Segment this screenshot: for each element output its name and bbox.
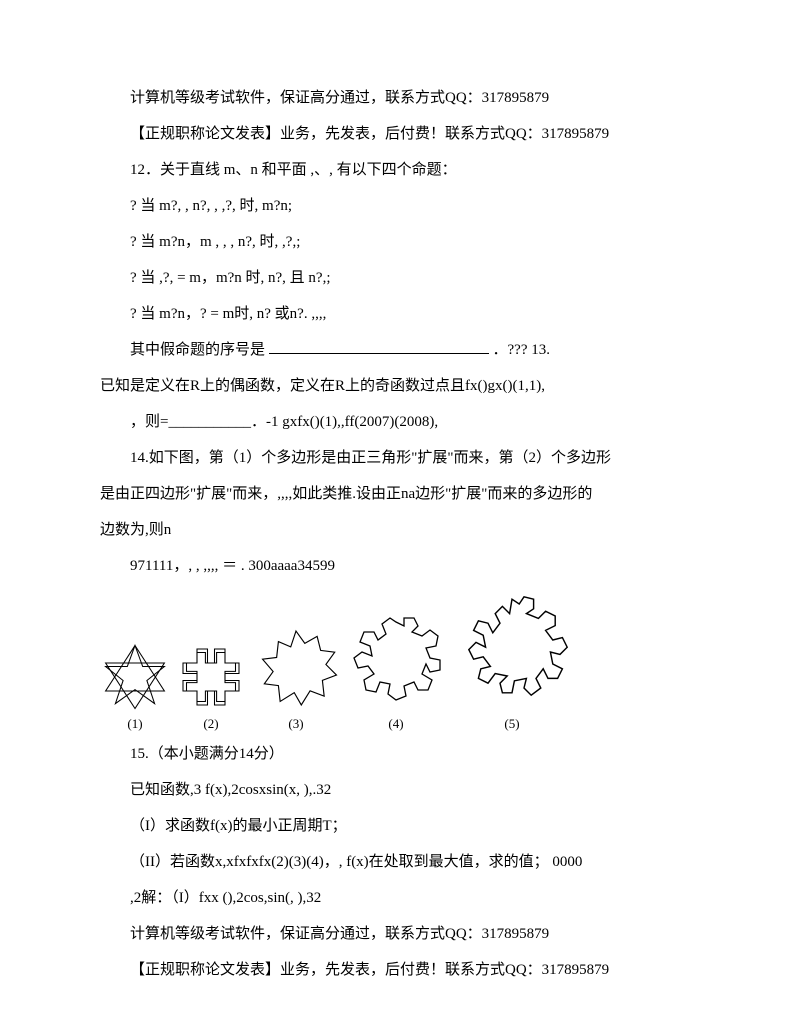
figure-label-4: (4) <box>388 716 403 732</box>
figure-label-1: (1) <box>127 716 142 732</box>
q13-line1: 已知是定义在R上的偶函数，定义在R上的奇函数过点且fx()gx()(1,1), <box>100 368 700 404</box>
q15-title: 15.（本小题满分14分） <box>100 736 700 772</box>
figure-label-2: (2) <box>203 716 218 732</box>
q15-part1: （I）求函数f(x)的最小正周期T； <box>100 808 700 844</box>
q12-opt3: ? 当 ,?, = m，m?n 时, n?, 且 n?,; <box>100 260 700 296</box>
footer-line-1: 计算机等级考试软件，保证高分通过，联系方式QQ：317895879 <box>100 916 700 952</box>
q15-line1: 已知函数,3 f(x),2cosxsin(x, ),.32 <box>100 772 700 808</box>
q14-line4: 971111，, , ,,,, ＝ . 300aaaa34599 <box>100 548 700 584</box>
figure-label-5: (5) <box>504 716 519 732</box>
q14-line3: 边数为,则n <box>100 512 700 548</box>
hexagram-shape <box>100 642 170 712</box>
pentagon-ext-shape <box>252 624 340 712</box>
q12-conclusion-prefix: 其中假命题的序号是 <box>130 342 269 358</box>
heptagon-ext-shape <box>452 592 572 712</box>
q15-line2: ,2解：（I）fxx (),2cos,sin(, ),32 <box>100 880 700 916</box>
figure-1: (1) <box>100 642 170 732</box>
figure-5: (5) <box>452 592 572 732</box>
figure-2: (2) <box>176 642 246 732</box>
q12-conclusion: 其中假命题的序号是 ．??? 13. <box>100 332 700 368</box>
q12-title: 12．关于直线 m、n 和平面 ,、, 有以下四个命题： <box>100 152 700 188</box>
q12-opt4: ? 当 m?n，? = m时, n? 或n?. ,,,, <box>100 296 700 332</box>
q12-opt2: ? 当 m?n，m , , , n?, 时, ,?,; <box>100 224 700 260</box>
q14-line2: 是由正四边形"扩展"而来，,,,,如此类推.设由正na边形"扩展"而来的多边形的 <box>100 476 700 512</box>
figure-4: (4) <box>346 612 446 732</box>
figure-3: (3) <box>252 624 340 732</box>
q14-line1: 14.如下图，第（1）个多边形是由正三角形"扩展"而来，第（2）个多边形 <box>100 440 700 476</box>
figure-label-3: (3) <box>288 716 303 732</box>
header-line-1: 计算机等级考试软件，保证高分通过，联系方式QQ：317895879 <box>100 80 700 116</box>
hexagon-ext-shape <box>346 612 446 712</box>
footer-line-2: 【正规职称论文发表】业务，先发表，后付费！联系方式QQ：317895879 <box>100 952 700 988</box>
figure-row: (1) (2) (3) (4) <box>100 592 700 732</box>
q12-opt1: ? 当 m?, , n?, , ,?, 时, m?n; <box>100 188 700 224</box>
q13-line2: ，则=___________．-1 gxfx()(1),,ff(2007)(20… <box>100 404 700 440</box>
q12-conclusion-suffix: ．??? 13. <box>489 342 550 358</box>
square-ext-shape <box>176 642 246 712</box>
header-line-2: 【正规职称论文发表】业务，先发表，后付费！联系方式QQ：317895879 <box>100 116 700 152</box>
blank-underline <box>269 339 489 354</box>
q15-part2: （II）若函数x,xfxfxfx(2)(3)(4)，, f(x)在处取到最大值，… <box>100 844 700 880</box>
